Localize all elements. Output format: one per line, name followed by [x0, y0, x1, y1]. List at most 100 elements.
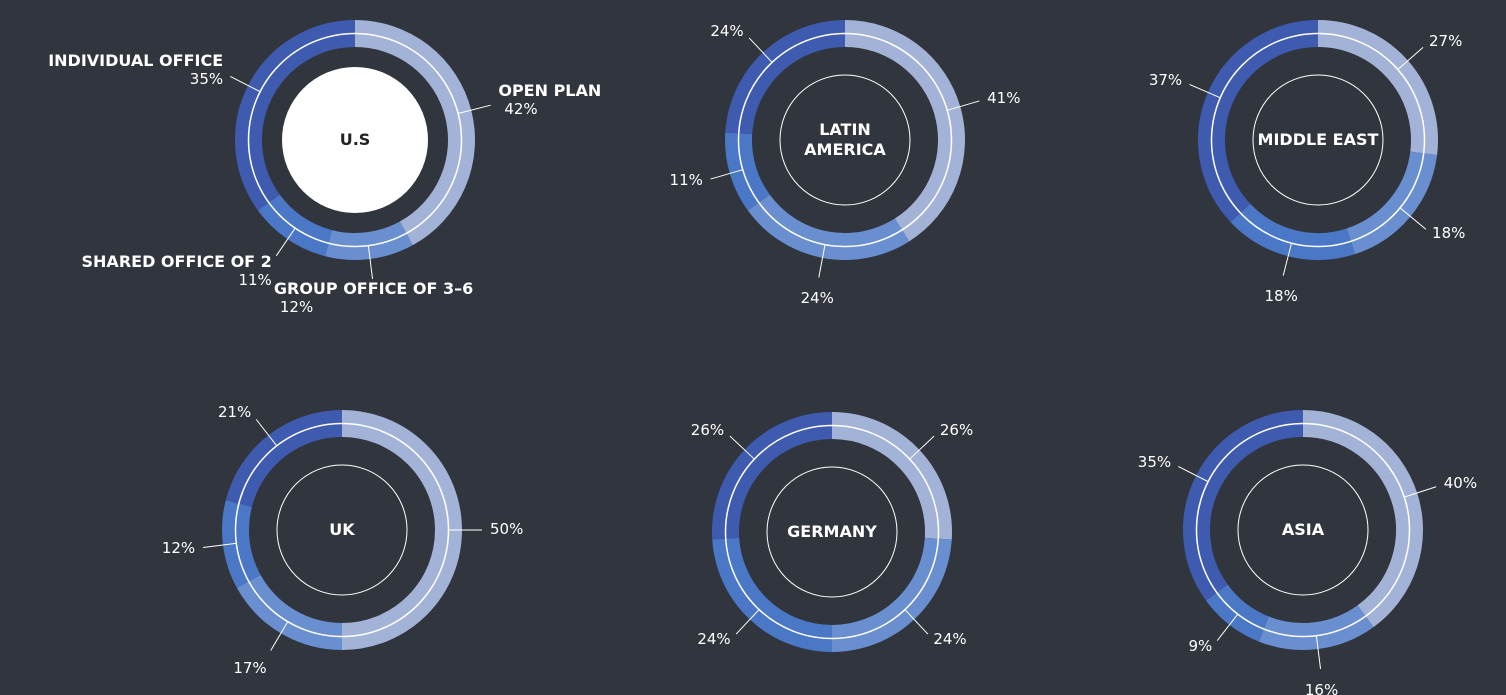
ring-divider: [1210, 32, 1426, 248]
value-label: 41%: [987, 88, 1021, 107]
value-label: 42%: [504, 100, 538, 119]
segment-label: 41%: [987, 89, 1020, 107]
value-label: 24%: [800, 289, 834, 308]
segment-label: 50%: [490, 520, 523, 538]
value-label: 18%: [1432, 224, 1466, 243]
leader-line: [818, 244, 826, 278]
segment-label: 26%: [940, 421, 973, 439]
leader-line: [270, 620, 289, 651]
category-label: INDIVIDUAL OFFICE: [48, 50, 224, 70]
donut-segment: [225, 410, 343, 508]
leader-line: [1315, 635, 1322, 669]
leader-line: [748, 37, 773, 64]
segment-label: 24%: [933, 630, 966, 648]
segment-label: 9%: [1189, 637, 1213, 655]
value-label: 35%: [1137, 452, 1172, 471]
donut-segment: [222, 500, 261, 588]
chart-title: LATIN AMERICA: [804, 120, 886, 159]
donut-segment: [1230, 203, 1356, 260]
value-label: 12%: [279, 297, 314, 316]
segment-label: 35%: [1138, 453, 1171, 471]
leader-line: [1216, 613, 1239, 641]
leader-line: [1403, 486, 1437, 498]
ring-divider: [737, 32, 953, 248]
segment-label: 18%: [1265, 287, 1298, 305]
leader-line: [904, 608, 929, 635]
chart-title: UK: [329, 520, 355, 539]
segment-label: 18%: [1432, 224, 1465, 242]
segment-label: 27%: [1429, 32, 1462, 50]
center-circle: [282, 67, 428, 213]
leader-line: [1399, 207, 1427, 230]
center-circle: [766, 466, 898, 598]
leader-line: [946, 100, 980, 111]
segment-label: 12%: [162, 539, 195, 557]
ring-divider: [1195, 422, 1411, 638]
segment-label: 40%: [1444, 474, 1477, 492]
segment-label: 17%: [233, 659, 266, 677]
segment-label: GROUP OFFICE OF 3–6 12%: [274, 279, 473, 316]
segment-label: 24%: [710, 22, 743, 40]
value-label: 16%: [1304, 680, 1339, 695]
donut-segment: [236, 574, 343, 650]
leader-line: [457, 104, 491, 115]
value-label: 26%: [939, 420, 974, 439]
donut-segment: [1346, 151, 1438, 255]
segment-label: 26%: [691, 421, 724, 439]
value-label: 24%: [697, 629, 731, 648]
category-label: OPEN PLAN: [498, 81, 602, 101]
value-label: 24%: [710, 22, 744, 41]
center-circle: [276, 464, 408, 596]
value-label: 37%: [1148, 71, 1183, 90]
value-label: 9%: [1188, 636, 1213, 655]
ring-divider: [724, 424, 940, 640]
leader-line: [1397, 47, 1424, 71]
value-label: 11%: [238, 270, 272, 289]
category-label: GROUP OFFICE OF 3–6: [273, 278, 474, 298]
leader-line: [255, 419, 278, 447]
donut-segment: [257, 194, 333, 257]
segment-label: INDIVIDUAL OFFICE 35%: [48, 51, 223, 88]
value-label: 17%: [233, 659, 267, 678]
leader-line: [1282, 242, 1293, 276]
leader-line: [729, 435, 756, 460]
chart-title: ASIA: [1281, 520, 1325, 539]
category-label: SHARED OFFICE OF 2: [81, 251, 272, 271]
segment-label: 21%: [218, 403, 251, 421]
chart-title: GERMANY: [787, 522, 877, 541]
value-label: 12%: [161, 538, 196, 557]
chart-title: MIDDLE EAST: [1257, 130, 1379, 149]
leader-line: [735, 608, 760, 635]
leader-line: [230, 75, 261, 93]
leader-line: [275, 227, 296, 257]
chart-title: U.S: [339, 130, 371, 149]
leader-line: [1189, 83, 1221, 99]
segment-label: 16%: [1305, 681, 1338, 695]
segment-label: 24%: [801, 289, 834, 307]
value-label: 18%: [1264, 286, 1298, 305]
donut-segment: [1205, 584, 1270, 642]
value-label: 21%: [217, 403, 252, 422]
value-label: 27%: [1429, 32, 1463, 51]
leader-line: [203, 542, 237, 549]
segment-label: 11%: [670, 171, 703, 189]
donut-segment: [325, 221, 413, 260]
center-circle: [779, 74, 911, 206]
value-label: 26%: [690, 420, 725, 439]
segment-label: SHARED OFFICE OF 2 11%: [82, 252, 272, 289]
value-label: 50%: [490, 520, 524, 538]
center-circle: [1237, 464, 1369, 596]
leader-line: [367, 245, 374, 279]
ring-divider: [234, 422, 450, 638]
leader-line: [710, 169, 744, 180]
leader-line: [1178, 465, 1209, 483]
leader-line: [908, 435, 935, 460]
segment-label: OPEN PLAN 42%: [498, 81, 601, 118]
value-label: 35%: [189, 69, 224, 88]
segment-label: 37%: [1149, 71, 1182, 89]
value-label: 40%: [1443, 474, 1478, 493]
center-circle: [1252, 74, 1384, 206]
donut-segment: [1198, 20, 1319, 223]
